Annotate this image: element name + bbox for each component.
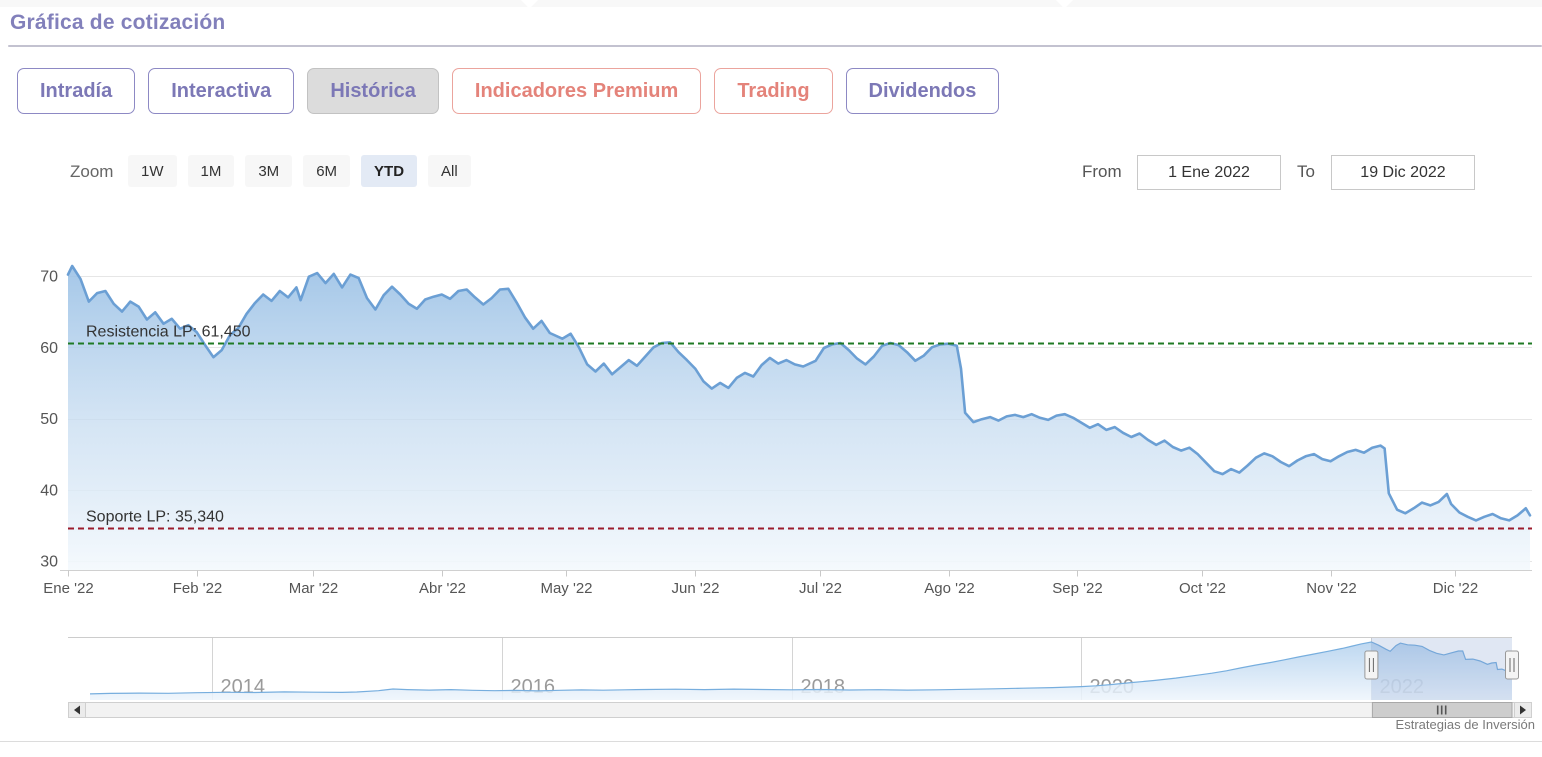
nav-selected-mask[interactable] xyxy=(1371,638,1512,700)
x-axis-label-Abr '22: Abr '22 xyxy=(419,580,466,597)
x-axis-label-Nov '22: Nov '22 xyxy=(1306,580,1356,597)
tab-dividendos[interactable]: Dividendos xyxy=(845,68,1000,114)
from-date-input[interactable] xyxy=(1137,155,1281,190)
y-axis-label-40: 40 xyxy=(40,482,58,499)
annotations: Resistencia LP: 61,450 Soporte LP: 35,340 xyxy=(68,324,1532,530)
zoom-button-1w[interactable]: 1W xyxy=(128,155,177,187)
axes: 70 60 50 40 30 Ene '22 Feb '22 Mar '22 Abr '22 Ma… xyxy=(40,269,1532,597)
nav-handle-left[interactable] xyxy=(1364,650,1379,680)
x-axis-label-Dic '22: Dic '22 xyxy=(1433,580,1478,597)
x-axis-label-Jul '22: Jul '22 xyxy=(799,580,842,597)
scroll-right-arrow-icon xyxy=(1520,705,1526,715)
tab-histórica[interactable]: Histórica xyxy=(307,68,439,114)
y-axis-label-70: 70 xyxy=(40,269,58,286)
zoom-label: Zoom xyxy=(70,162,114,181)
tab-intradía[interactable]: Intradía xyxy=(17,68,136,114)
zoom-button-ytd[interactable]: YTD xyxy=(361,155,418,187)
nav-line xyxy=(89,641,1513,695)
navigator: 20142016201820202022 xyxy=(68,637,1519,700)
annotation-label-0: Resistencia LP: 61,450 xyxy=(86,324,251,341)
x-axis-label-Ene '22: Ene '22 xyxy=(43,580,93,597)
zoom-button-1m[interactable]: 1M xyxy=(187,155,235,187)
x-axis-label-Jun '22: Jun '22 xyxy=(672,580,720,597)
bottom-divider xyxy=(0,741,1542,742)
x-axis-label-Mar '22: Mar '22 xyxy=(289,580,339,597)
nav-area xyxy=(90,642,1512,700)
scroll-left-arrow-icon xyxy=(74,705,80,715)
price-line xyxy=(66,264,1532,522)
from-label: From xyxy=(1082,162,1122,181)
zoom-button-6m[interactable]: 6M xyxy=(303,155,351,187)
footer-credit: Estrategias de Inversión xyxy=(1395,717,1535,732)
y-axis-label-30: 30 xyxy=(40,554,58,571)
price-series xyxy=(66,264,1532,570)
x-axis-label-Ago '22: Ago '22 xyxy=(924,580,974,597)
x-axis-label-Feb '22: Feb '22 xyxy=(173,580,223,597)
tab-indicadores-premium[interactable]: Indicadores Premium xyxy=(451,68,702,114)
tab-trading[interactable]: Trading xyxy=(714,68,833,114)
chart-tabs: Intradía Interactiva Histórica Indicadores … xyxy=(17,68,1000,114)
to-date-input[interactable] xyxy=(1331,155,1475,190)
price-area xyxy=(68,266,1530,570)
scrollbar xyxy=(68,702,1532,718)
x-axis-label-Oct '22: Oct '22 xyxy=(1179,580,1226,597)
tab-interactiva[interactable]: Interactiva xyxy=(148,68,295,114)
title-divider xyxy=(8,45,1542,47)
y-axis-label-60: 60 xyxy=(40,340,58,357)
x-axis-label-May '22: May '22 xyxy=(540,580,592,597)
x-axis-label-Sep '22: Sep '22 xyxy=(1052,580,1102,597)
to-label: To xyxy=(1297,162,1315,181)
scrollbar-track[interactable] xyxy=(68,702,1532,718)
zoom-range-buttons: 1W 1M 3M 6M YTD All xyxy=(128,155,471,187)
zoom-button-3m[interactable]: 3M xyxy=(245,155,293,187)
y-axis-label-50: 50 xyxy=(40,411,58,428)
top-strip xyxy=(0,0,1542,9)
chart-plot-area[interactable] xyxy=(68,255,1530,570)
page-title: Gráfica de cotización xyxy=(10,11,226,34)
zoom-button-all[interactable]: All xyxy=(428,155,471,187)
nav-handle-right[interactable] xyxy=(1505,650,1519,680)
annotation-label-1: Soporte LP: 35,340 xyxy=(86,509,224,526)
